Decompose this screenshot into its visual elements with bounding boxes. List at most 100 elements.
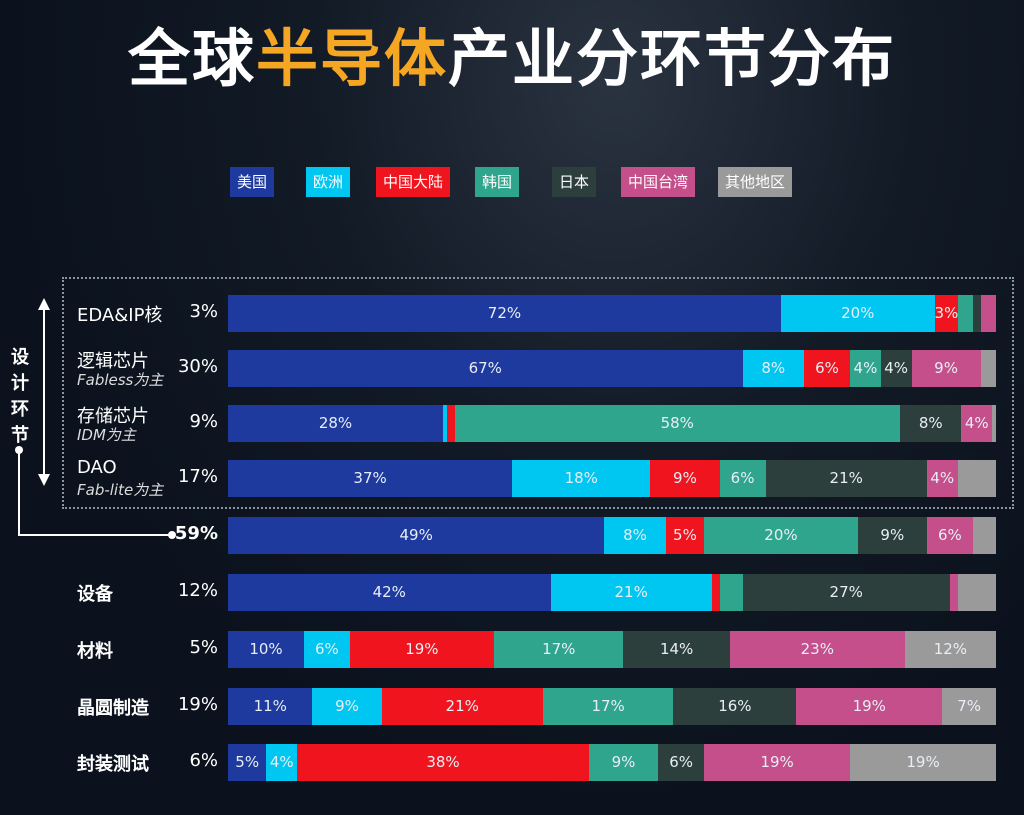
bar-segment: 6% — [926, 517, 973, 554]
bar-segment — [980, 295, 996, 332]
legend-item: 欧洲 — [306, 167, 351, 197]
bar-segment — [957, 574, 996, 611]
bar-segment: 7% — [942, 688, 996, 725]
bar-segment: 19% — [349, 631, 495, 668]
bar-segment — [446, 405, 455, 442]
design-group-frame — [62, 277, 1014, 509]
bar-segment: 9% — [588, 744, 659, 781]
bar-segment: 6% — [304, 631, 350, 668]
row-sublabel: IDM为主 — [77, 426, 136, 444]
bar-segment: 17% — [542, 688, 674, 725]
legend-item: 韩国 — [475, 167, 520, 197]
chart-title: 全球半导体产业分环节分布 — [0, 8, 1024, 98]
row-label: DAO — [77, 457, 117, 478]
legend-item: 美国 — [230, 167, 275, 197]
row-share: 30% — [177, 356, 218, 377]
bar-segment: 20% — [704, 517, 858, 554]
title-part1: 全球 — [127, 22, 256, 95]
bar-segment: 38% — [297, 744, 589, 781]
bar-segment — [972, 295, 981, 332]
bar-segment: 21% — [550, 574, 712, 611]
bar-segment — [992, 405, 996, 442]
bar-segment — [719, 574, 743, 611]
arrow-up-icon — [38, 298, 50, 310]
bar-segment — [711, 574, 720, 611]
bar-segment: 58% — [454, 405, 900, 442]
row-share: 3% — [189, 301, 218, 322]
row-label: 晶圆制造 — [77, 698, 149, 719]
legend-item: 中国台湾 — [621, 167, 696, 197]
bar-segment: 42% — [228, 574, 551, 611]
row-share: 17% — [177, 466, 218, 487]
row-share: 19% — [177, 694, 218, 715]
row-label: 封装测试 — [77, 754, 149, 775]
bar-segment: 16% — [673, 688, 797, 725]
bar-segment: 8% — [900, 405, 962, 442]
bar-segment: 19% — [850, 744, 996, 781]
row-sublabel: Fab-lite为主 — [77, 481, 164, 499]
bar-segment: 67% — [228, 350, 743, 387]
bar-segment — [957, 295, 973, 332]
bar-segment: 23% — [729, 631, 905, 668]
bar-segment: 27% — [742, 574, 950, 611]
bar-segment: 49% — [228, 517, 605, 554]
bar-segment: 6% — [719, 460, 766, 497]
row-share: 59% — [174, 523, 218, 544]
bar-segment: 6% — [804, 350, 851, 387]
bar-segment: 8% — [604, 517, 666, 554]
arrow-down-icon — [38, 474, 50, 486]
bar-segment: 9% — [911, 350, 981, 387]
row-share: 12% — [177, 580, 218, 601]
bar-segment: 9% — [857, 517, 927, 554]
bar-segment: 5% — [228, 744, 267, 781]
legend-item: 中国大陆 — [376, 167, 451, 197]
row-share: 6% — [189, 750, 218, 771]
bar-segment: 8% — [742, 350, 804, 387]
bar-segment: 28% — [228, 405, 444, 442]
row-label: 存储芯片 — [77, 406, 149, 427]
design-group-label: 设计环节 — [11, 347, 29, 446]
bar-segment: 4% — [961, 405, 993, 442]
bar-segment: 19% — [796, 688, 943, 725]
row-label: EDA&IP核 — [77, 305, 163, 326]
bar-segment: 4% — [880, 350, 912, 387]
bar-segment — [972, 517, 996, 554]
title-part2: 产业分环节分布 — [448, 22, 897, 95]
bar-segment: 4% — [266, 744, 298, 781]
bar-segment — [949, 574, 958, 611]
title-highlight: 半导体 — [255, 22, 448, 95]
row-label: 设备 — [77, 584, 113, 605]
bar-segment: 20% — [780, 295, 935, 332]
bar-segment: 21% — [765, 460, 927, 497]
connector-line — [18, 450, 172, 536]
bar-segment: 10% — [228, 631, 305, 668]
bar-segment: 12% — [904, 631, 996, 668]
bar-segment: 21% — [381, 688, 543, 725]
bar-segment: 5% — [665, 517, 705, 554]
legend-item: 其他地区 — [718, 167, 793, 197]
bar-segment: 19% — [704, 744, 851, 781]
bar-segment: 11% — [228, 688, 313, 725]
bar-segment: 17% — [494, 631, 624, 668]
bar-segment — [957, 460, 996, 497]
row-label: 逻辑芯片 — [77, 351, 149, 372]
bar-segment: 72% — [228, 295, 781, 332]
bar-segment: 9% — [650, 460, 720, 497]
bar-segment — [443, 405, 447, 442]
row-share: 5% — [189, 637, 218, 658]
bar-segment — [980, 350, 996, 387]
legend-item: 日本 — [552, 167, 597, 197]
bar-segment: 4% — [850, 350, 881, 387]
bar-segment: 9% — [312, 688, 382, 725]
bar-segment: 3% — [934, 295, 958, 332]
bar-segment: 14% — [623, 631, 730, 668]
bar-segment: 4% — [926, 460, 958, 497]
bar-segment: 6% — [658, 744, 705, 781]
bar-segment: 37% — [228, 460, 513, 497]
connector-dot — [168, 531, 176, 539]
row-share: 9% — [189, 411, 218, 432]
row-sublabel: Fabless为主 — [77, 371, 164, 389]
row-label: 材料 — [77, 641, 113, 662]
bar-segment: 18% — [512, 460, 651, 497]
